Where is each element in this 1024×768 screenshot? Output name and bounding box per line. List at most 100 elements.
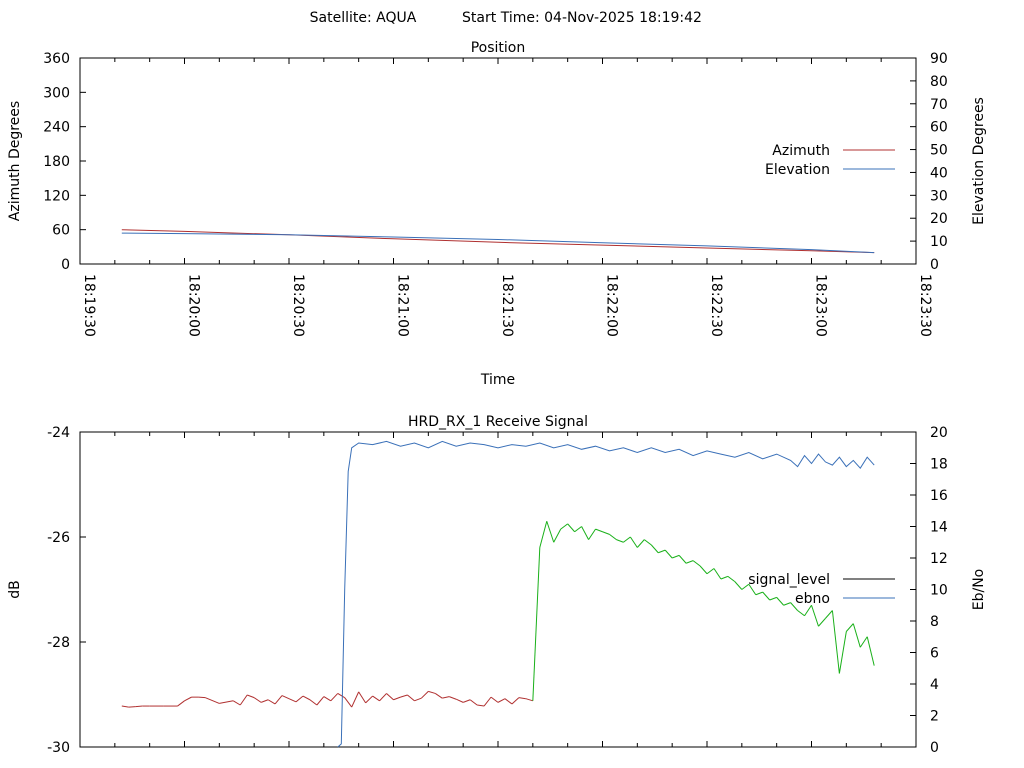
series-segment-signal-level xyxy=(344,697,353,708)
series-segment-signal-level xyxy=(462,699,471,703)
series-segment-signal-level xyxy=(811,605,819,627)
y-tick-label: 240 xyxy=(43,120,70,136)
series-segment-signal-level xyxy=(671,554,680,559)
series-segment-signal-level xyxy=(295,695,304,703)
series-segment-signal-level xyxy=(483,696,492,707)
series-line-elevation xyxy=(121,232,875,254)
series-segment-signal-level xyxy=(239,694,248,706)
legend-label: Azimuth xyxy=(772,143,830,159)
series-segment-signal-level xyxy=(121,705,129,708)
y-tick-label: -28 xyxy=(47,635,70,651)
series-segment-signal-level xyxy=(755,591,763,596)
series-segment-signal-level xyxy=(727,575,736,583)
series-segment-signal-level xyxy=(831,610,840,674)
y2-tick-label: 10 xyxy=(930,234,948,250)
y2-tick-label: 90 xyxy=(930,51,948,67)
series-segment-signal-level xyxy=(490,696,499,703)
x-tick-label: 18:22:30 xyxy=(708,274,724,337)
series-segment-signal-level xyxy=(588,528,596,540)
plot-frame xyxy=(79,57,917,265)
series-segment-signal-level xyxy=(253,697,262,703)
y-tick-label: -26 xyxy=(47,530,70,546)
series-segment-signal-level xyxy=(623,536,631,543)
y2-tick-label: 20 xyxy=(930,211,948,227)
series-segment-signal-level xyxy=(734,581,743,590)
x-tick-label: 18:20:30 xyxy=(290,274,306,337)
series-segment-signal-level xyxy=(838,631,847,674)
series-segment-signal-level xyxy=(455,698,464,703)
series-segment-signal-level xyxy=(128,706,136,708)
series-segment-signal-level xyxy=(316,696,325,706)
series-segment-signal-level xyxy=(379,693,387,702)
header-start-time: Start Time: 04-Nov-2025 18:19:42 xyxy=(462,10,702,26)
series-segment-signal-level xyxy=(532,547,541,701)
series-segment-signal-level xyxy=(302,695,311,701)
chart-title: Position xyxy=(471,40,526,56)
y-tick-label: -30 xyxy=(47,740,70,756)
series-segment-signal-level xyxy=(135,705,143,708)
series-segment-signal-level xyxy=(539,521,548,548)
y-axis-label: Azimuth Degrees xyxy=(7,101,23,221)
series-segment-signal-level xyxy=(309,699,318,706)
series-segment-signal-level xyxy=(247,694,255,699)
series-segment-signal-level xyxy=(267,699,276,705)
series-segment-signal-level xyxy=(852,623,861,648)
y2-tick-label: 10 xyxy=(930,583,948,599)
series-segment-signal-level xyxy=(323,696,332,702)
series-segment-signal-level xyxy=(574,526,582,533)
series-segment-signal-level xyxy=(720,575,729,580)
series-segment-signal-level xyxy=(511,697,520,705)
series-segment-signal-level xyxy=(198,696,206,699)
series-segment-signal-level xyxy=(553,528,562,543)
series-segment-signal-level xyxy=(595,528,603,533)
series-segment-signal-level xyxy=(428,690,436,694)
series-segment-signal-level xyxy=(497,698,506,703)
y2-tick-label: 80 xyxy=(930,74,948,90)
y-tick-label: 300 xyxy=(43,85,70,101)
series-segment-signal-level xyxy=(560,523,568,530)
series-segment-signal-level xyxy=(337,693,345,699)
series-segment-signal-level xyxy=(288,698,297,703)
chart-title: HRD_RX_1 Receive Signal xyxy=(408,414,588,430)
series-segment-signal-level xyxy=(797,610,805,617)
y2-tick-label: 30 xyxy=(930,188,948,204)
series-segment-signal-level xyxy=(581,526,590,540)
series-segment-signal-level xyxy=(602,531,610,535)
series-segment-signal-level xyxy=(184,696,192,702)
series-segment-signal-level xyxy=(518,697,526,700)
series-segment-signal-level xyxy=(477,704,485,707)
series-segment-signal-level xyxy=(643,539,652,546)
series-segment-signal-level xyxy=(818,618,826,627)
series-segment-signal-level xyxy=(699,565,708,575)
series-segment-signal-level xyxy=(650,544,659,554)
series-segment-signal-level xyxy=(469,699,478,706)
x-tick-label: 18:21:30 xyxy=(499,274,515,337)
series-segment-signal-level xyxy=(442,696,450,699)
series-line-azimuth xyxy=(121,229,875,254)
series-segment-signal-level xyxy=(525,698,533,702)
y2-tick-label: 6 xyxy=(930,646,939,662)
series-segment-signal-level xyxy=(393,696,401,701)
series-segment-signal-level xyxy=(372,695,380,702)
series-segment-signal-level xyxy=(177,700,185,707)
y2-tick-label: 2 xyxy=(930,709,939,725)
series-segment-signal-level xyxy=(629,536,638,548)
y2-tick-label: 16 xyxy=(930,488,948,504)
series-segment-signal-level xyxy=(706,568,715,575)
series-segment-signal-level xyxy=(616,539,624,543)
plot-frame xyxy=(79,431,917,748)
series-segment-signal-level xyxy=(713,568,722,580)
x-tick-label: 18:23:30 xyxy=(917,274,933,337)
x-tick-label: 18:23:00 xyxy=(813,274,829,337)
x-tick-label: 18:21:00 xyxy=(395,274,411,337)
y2-tick-label: 18 xyxy=(930,457,948,473)
series-segment-signal-level xyxy=(748,583,757,596)
y2-tick-label: 0 xyxy=(930,257,939,273)
series-segment-signal-level xyxy=(804,604,812,617)
series-segment-signal-level xyxy=(407,694,415,702)
series-segment-signal-level xyxy=(658,549,666,554)
y2-tick-label: 14 xyxy=(930,520,948,536)
series-segment-signal-level xyxy=(365,695,373,704)
series-segment-signal-level xyxy=(685,560,694,564)
